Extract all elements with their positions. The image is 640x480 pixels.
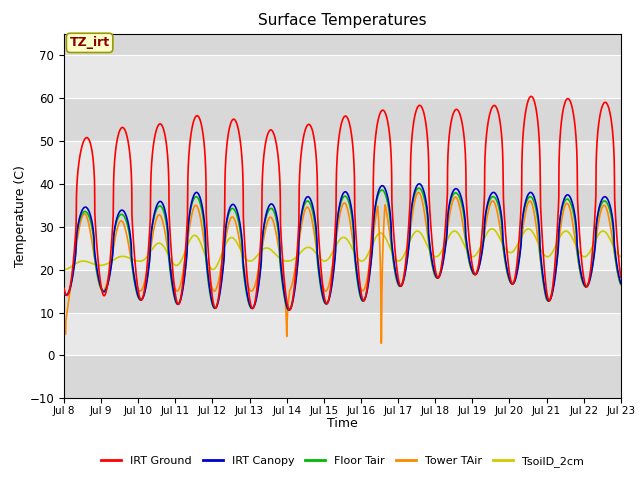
Legend: IRT Ground, IRT Canopy, Floor Tair, Tower TAir, TsoilD_2cm: IRT Ground, IRT Canopy, Floor Tair, Towe… [97,451,588,471]
Bar [64,34,621,55]
Bar [64,98,621,141]
Title: Surface Temperatures: Surface Temperatures [258,13,427,28]
Bar [64,270,621,312]
Bar [64,184,621,227]
Y-axis label: Temperature (C): Temperature (C) [13,165,27,267]
Text: TZ_irt: TZ_irt [70,36,109,49]
X-axis label: Time: Time [327,418,358,431]
Bar [64,356,621,398]
